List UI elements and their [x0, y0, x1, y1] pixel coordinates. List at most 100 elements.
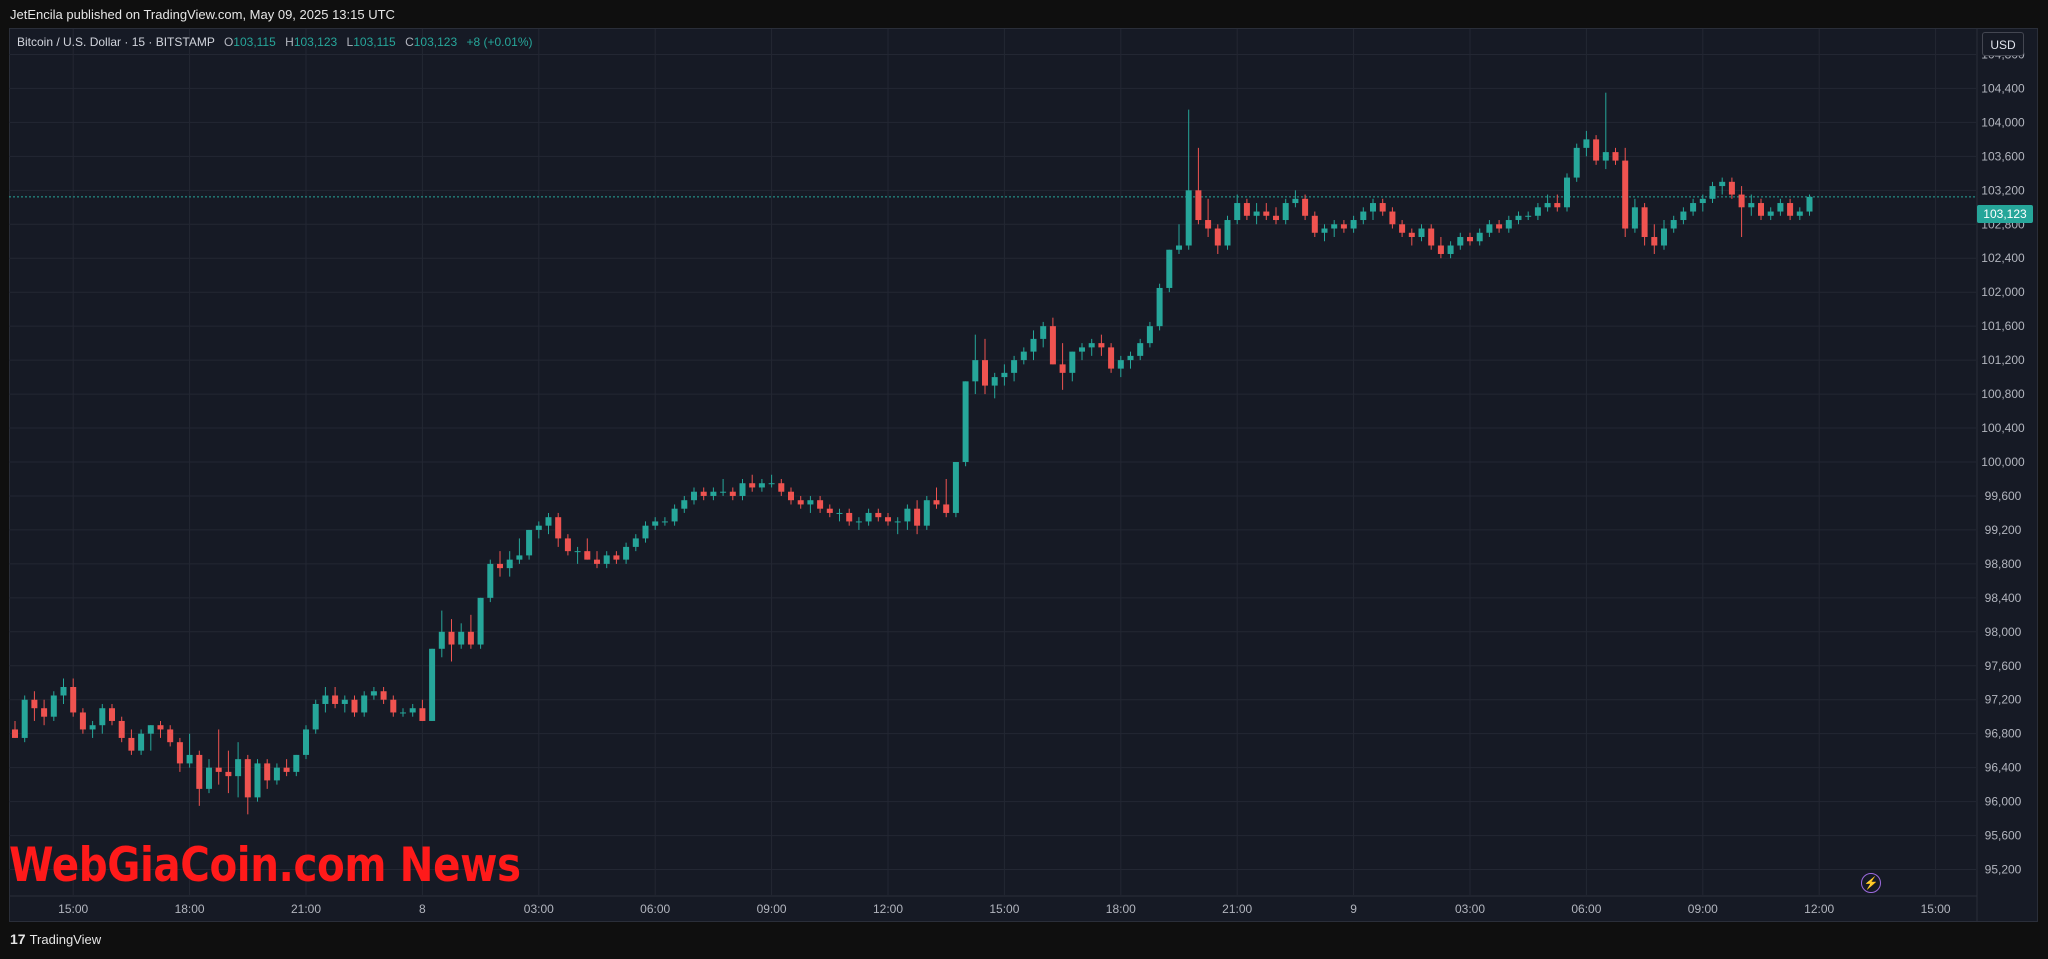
candle — [1573, 143, 1580, 182]
time-axis-labels: 15:00 18:00 21:00 8 03:00 06:00 09:00 12:00 15:0… — [58, 902, 1951, 916]
chart-frame[interactable] — [9, 28, 2038, 922]
low-label: L — [346, 35, 354, 49]
candle — [89, 720, 96, 738]
candle — [788, 487, 794, 505]
candle — [390, 695, 397, 717]
candle-body — [1079, 347, 1085, 352]
lightning-icon[interactable]: ⚡ — [1861, 873, 1881, 893]
price-tick-label: 96,800 — [1985, 727, 2022, 741]
candle-body — [1088, 343, 1095, 348]
candle-body — [1467, 237, 1473, 242]
candle — [1234, 194, 1241, 225]
candle — [1350, 215, 1357, 233]
candle-body — [613, 555, 620, 560]
candle — [186, 733, 193, 768]
candle-body — [1748, 203, 1755, 208]
publish-info: JetEncila published on TradingView.com, … — [10, 7, 395, 22]
candle — [1166, 249, 1173, 293]
candle-body — [128, 737, 135, 751]
candle-body — [176, 742, 183, 764]
publish-bar: JetEncila published on TradingView.com, … — [0, 0, 2048, 28]
currency-button[interactable]: USD — [1982, 32, 2024, 56]
candle-body — [497, 563, 503, 569]
candle-body — [1661, 228, 1667, 246]
high-label: H — [285, 35, 294, 49]
time-tick-label: 9 — [1350, 902, 1357, 916]
candle-body — [370, 691, 377, 696]
candle — [1146, 321, 1153, 348]
candle — [1719, 177, 1726, 195]
candle — [1622, 147, 1629, 238]
candle-body — [1253, 211, 1260, 216]
symbol-name[interactable]: Bitcoin / U.S. Dollar · 15 · BITSTAMP — [17, 35, 215, 49]
candle — [264, 759, 271, 789]
candle — [584, 538, 591, 560]
candle — [1544, 194, 1551, 212]
candle-body — [467, 631, 474, 645]
candle — [438, 610, 445, 658]
change-value: +8 (+0.01%) — [466, 35, 533, 49]
candle — [972, 334, 979, 395]
time-tick-label: 8 — [419, 902, 426, 916]
candle-body — [351, 699, 358, 713]
candle-body — [1651, 237, 1658, 246]
price-tick-label: 100,000 — [1981, 455, 2025, 469]
low-value: 103,115 — [353, 35, 396, 49]
candle-body — [1738, 194, 1745, 208]
candle-body — [283, 767, 290, 772]
time-tick-label: 09:00 — [1688, 902, 1718, 916]
candle-body — [1176, 245, 1182, 250]
candle — [293, 754, 300, 777]
candle — [147, 725, 154, 751]
candle — [1602, 92, 1609, 170]
candle-body — [1631, 207, 1638, 229]
time-tick-label: 15:00 — [989, 902, 1019, 916]
candle — [506, 551, 513, 577]
candle — [176, 737, 183, 772]
candle-body — [943, 504, 950, 513]
candle-body — [1573, 147, 1580, 178]
candle-body — [1340, 224, 1347, 229]
candle — [1505, 215, 1512, 233]
candle — [1728, 177, 1735, 199]
tradingview-logo[interactable]: 17 TradingView — [10, 931, 101, 947]
candle-body — [1040, 326, 1047, 339]
candle-body — [118, 720, 125, 738]
candle — [1001, 364, 1008, 386]
candle — [720, 478, 727, 496]
candle — [894, 517, 901, 535]
candle-body — [1476, 232, 1483, 242]
candle — [41, 699, 48, 726]
candle-body — [1243, 203, 1250, 216]
candle-body — [293, 754, 300, 772]
candle-body — [1796, 211, 1803, 216]
tv-logo-icon: 17 — [10, 931, 26, 947]
candle — [1108, 343, 1115, 373]
candle — [1195, 147, 1202, 225]
candle — [526, 529, 533, 560]
candle-body — [778, 483, 785, 492]
candle-body — [584, 551, 591, 560]
candle-body — [914, 508, 921, 526]
candle-body — [244, 759, 251, 798]
price-tick-label: 102,400 — [1981, 251, 2025, 265]
candle-body — [671, 508, 678, 522]
candle — [1564, 173, 1570, 212]
candle — [1263, 203, 1270, 221]
candle-body — [1146, 326, 1153, 344]
candle-body — [322, 695, 329, 704]
candle — [1253, 203, 1260, 225]
price-tick-label: 98,800 — [1985, 557, 2022, 571]
candle — [1214, 224, 1221, 254]
candle-body — [1011, 360, 1018, 373]
candle — [1185, 109, 1192, 250]
candle-body — [1001, 372, 1008, 378]
candle-body — [1525, 215, 1532, 217]
candle-body — [574, 551, 581, 553]
candle-body — [720, 491, 727, 493]
candle-body — [390, 699, 397, 713]
candle-body — [341, 699, 348, 704]
candle — [1156, 283, 1163, 331]
candle-body — [89, 725, 96, 730]
